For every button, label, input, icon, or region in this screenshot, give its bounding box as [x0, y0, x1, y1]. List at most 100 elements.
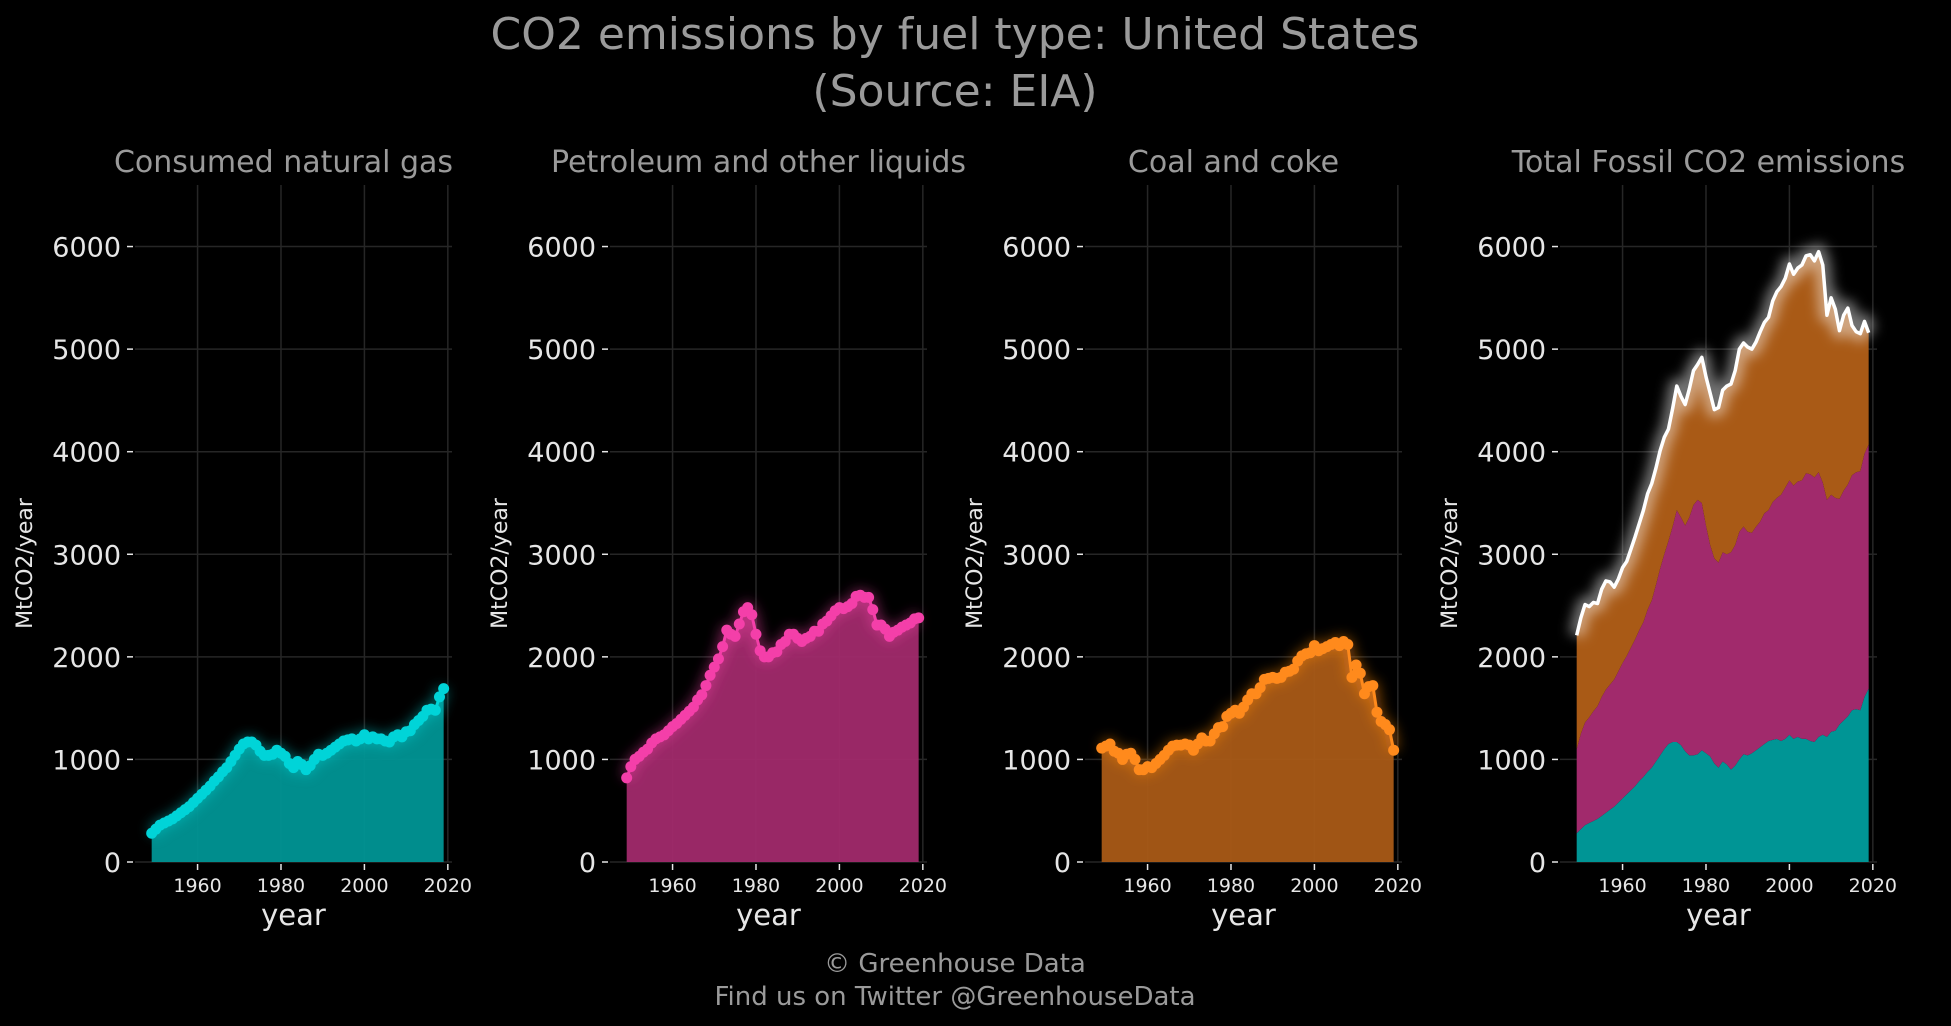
y-tick-label: 2000	[1002, 643, 1071, 674]
y-tick-label: 4000	[1477, 438, 1546, 469]
y-axis-label: MtCO2/year	[13, 497, 38, 629]
y-tick-label: 4000	[52, 438, 121, 469]
y-tick-label: 0	[579, 848, 596, 879]
area-fill	[1101, 641, 1394, 862]
y-tick-label: 2000	[52, 643, 121, 674]
y-tick-label: 6000	[52, 233, 121, 264]
y-tick-label: 6000	[1477, 233, 1546, 264]
data-point	[750, 628, 762, 640]
data-point	[708, 661, 720, 673]
y-tick-label: 0	[1529, 848, 1546, 879]
figure-title-line1: CO2 emissions by fuel type: United State…	[491, 9, 1420, 60]
x-axis-label: year	[261, 898, 326, 932]
y-tick-label: 5000	[527, 335, 596, 366]
x-axis-label: year	[1211, 898, 1276, 932]
y-tick-label: 1000	[52, 745, 121, 776]
y-tick-label: 2000	[527, 643, 596, 674]
data-point	[746, 609, 758, 621]
y-axis-label: MtCO2/year	[488, 497, 513, 629]
data-point	[1346, 671, 1358, 683]
data-point	[733, 618, 745, 630]
y-tick-label: 6000	[1002, 233, 1071, 264]
y-tick-label: 0	[1054, 848, 1071, 879]
panel-4: Total Fossil CO2 emissions 0 1000 2000 3000 4…	[1438, 145, 1905, 932]
data-point	[717, 641, 729, 653]
data-point	[438, 683, 450, 695]
y-tick-label: 5000	[1002, 335, 1071, 366]
panel-2: Petroleum and other liquids 0 1000 2000 3000…	[488, 145, 966, 932]
y-axis-label: MtCO2/year	[1438, 497, 1463, 629]
panel-1: Consumed natural gas 0 1000 2000 3000 4000 500…	[13, 145, 472, 932]
data-point	[1388, 744, 1400, 756]
data-point	[433, 691, 445, 703]
x-tick-label: 1960	[1123, 875, 1171, 897]
y-tick-label: 1000	[1002, 745, 1071, 776]
data-point	[913, 612, 925, 624]
y-tick-label: 3000	[52, 540, 121, 571]
data-point	[1288, 663, 1300, 675]
y-tick-label: 3000	[1002, 540, 1071, 571]
caption-copyright: © Greenhouse Data	[824, 949, 1086, 979]
data-point	[729, 630, 741, 642]
x-axis-label: year	[1686, 898, 1751, 932]
y-tick-label: 1000	[527, 745, 596, 776]
x-tick-label: 1960	[648, 875, 696, 897]
area-fill	[626, 595, 919, 862]
x-tick-label: 1980	[1207, 875, 1255, 897]
data-point	[704, 669, 716, 681]
data-point	[621, 772, 633, 784]
y-axis-label: MtCO2/year	[963, 497, 988, 629]
x-tick-label: 2020	[424, 875, 472, 897]
caption-twitter: Find us on Twitter @GreenhouseData	[714, 982, 1195, 1012]
y-tick-label: 3000	[527, 540, 596, 571]
panel-title: Petroleum and other liquids	[551, 145, 966, 180]
data-point	[712, 653, 724, 665]
x-tick-label: 2020	[1374, 875, 1422, 897]
panel-3: Coal and coke 0 1000 2000 3000 4000 5000 6000 19…	[963, 145, 1422, 932]
y-tick-label: 5000	[1477, 335, 1546, 366]
stacked-area-2	[1576, 444, 1869, 834]
y-tick-label: 5000	[52, 335, 121, 366]
x-tick-label: 2000	[1290, 875, 1338, 897]
y-tick-label: 3000	[1477, 540, 1546, 571]
figure-title-line2: (Source: EIA)	[812, 66, 1097, 117]
data-point	[863, 591, 875, 603]
x-tick-label: 2020	[1849, 875, 1897, 897]
x-tick-label: 2000	[340, 875, 388, 897]
y-tick-label: 4000	[1002, 438, 1071, 469]
x-axis-label: year	[736, 898, 801, 932]
y-tick-label: 4000	[527, 438, 596, 469]
data-point	[696, 689, 708, 701]
data-point	[429, 704, 441, 716]
x-tick-label: 2020	[899, 875, 947, 897]
stacked-area-1	[1576, 688, 1869, 862]
data-point	[1383, 724, 1395, 736]
x-tick-label: 2000	[1765, 875, 1813, 897]
x-tick-label: 2000	[815, 875, 863, 897]
x-tick-label: 1980	[257, 875, 305, 897]
data-point	[1354, 667, 1366, 679]
data-point	[867, 604, 879, 616]
y-tick-label: 0	[104, 848, 121, 879]
stacked-area-3	[1576, 251, 1869, 750]
panel-title: Consumed natural gas	[114, 145, 453, 180]
panel-title: Coal and coke	[1128, 145, 1339, 180]
area-fill	[151, 688, 444, 862]
y-tick-label: 1000	[1477, 745, 1546, 776]
y-tick-label: 6000	[527, 233, 596, 264]
panel-title: Total Fossil CO2 emissions	[1511, 145, 1905, 180]
x-tick-label: 1980	[732, 875, 780, 897]
x-tick-label: 1980	[1682, 875, 1730, 897]
data-point	[1217, 721, 1229, 733]
total-line	[1574, 249, 1871, 636]
data-point	[1367, 680, 1379, 692]
x-tick-label: 1960	[173, 875, 221, 897]
data-point	[1342, 639, 1354, 651]
data-point	[1350, 659, 1362, 671]
data-point	[1371, 706, 1383, 718]
y-tick-label: 2000	[1477, 643, 1546, 674]
data-point	[700, 680, 712, 692]
data-point	[1129, 753, 1141, 765]
